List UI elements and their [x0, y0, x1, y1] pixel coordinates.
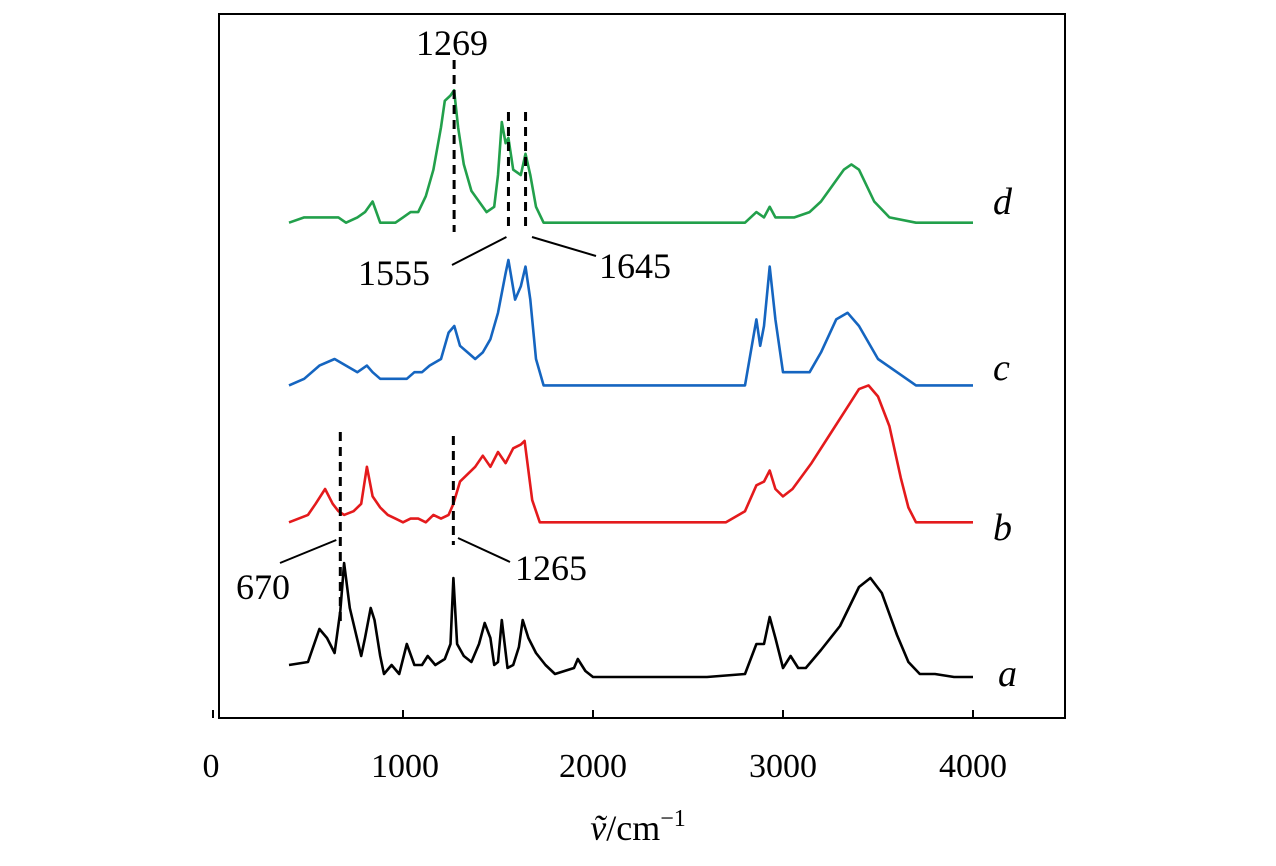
- series-line-d: [288, 88, 973, 224]
- annotation-leaders: [279, 236, 597, 564]
- x-axis-label: ṽ/cm−1: [590, 806, 686, 848]
- leader-line-1555: [451, 236, 507, 266]
- x-axis-label-symbol: ṽ: [590, 808, 607, 848]
- series-line-b: [288, 384, 973, 524]
- annotation-label-1269: 1269: [416, 23, 488, 63]
- leader-line-1645: [531, 236, 597, 257]
- x-tick-label-3000: 3000: [749, 748, 817, 785]
- annotation-label-1645: 1645: [599, 246, 671, 286]
- series-label-d: d: [993, 181, 1013, 223]
- x-axis-ticks: [212, 710, 974, 718]
- x-tick-label-4000: 4000: [939, 748, 1007, 785]
- series-line-a: [288, 561, 973, 679]
- x-tick-label-2000: 2000: [559, 748, 627, 785]
- plot-frame: [218, 13, 1066, 719]
- series-label-b: b: [993, 507, 1012, 549]
- annotation-label-1555: 1555: [358, 253, 430, 293]
- annotation-label-670: 670: [236, 567, 290, 607]
- series-lines: [288, 88, 973, 679]
- series-line-c: [288, 258, 973, 387]
- x-axis-label-exponent: −1: [660, 806, 686, 832]
- annotation-label-1265: 1265: [515, 548, 587, 588]
- leader-line-670: [279, 539, 337, 564]
- series-label-c: c: [993, 347, 1010, 389]
- x-tick-label-1000: 1000: [371, 748, 439, 785]
- series-label-a: a: [998, 653, 1017, 695]
- x-axis-label-unit: /cm: [606, 808, 660, 848]
- leader-line-1265: [457, 537, 511, 563]
- annotation-guides: [338, 60, 528, 625]
- x-tick-label-0: 0: [203, 748, 220, 785]
